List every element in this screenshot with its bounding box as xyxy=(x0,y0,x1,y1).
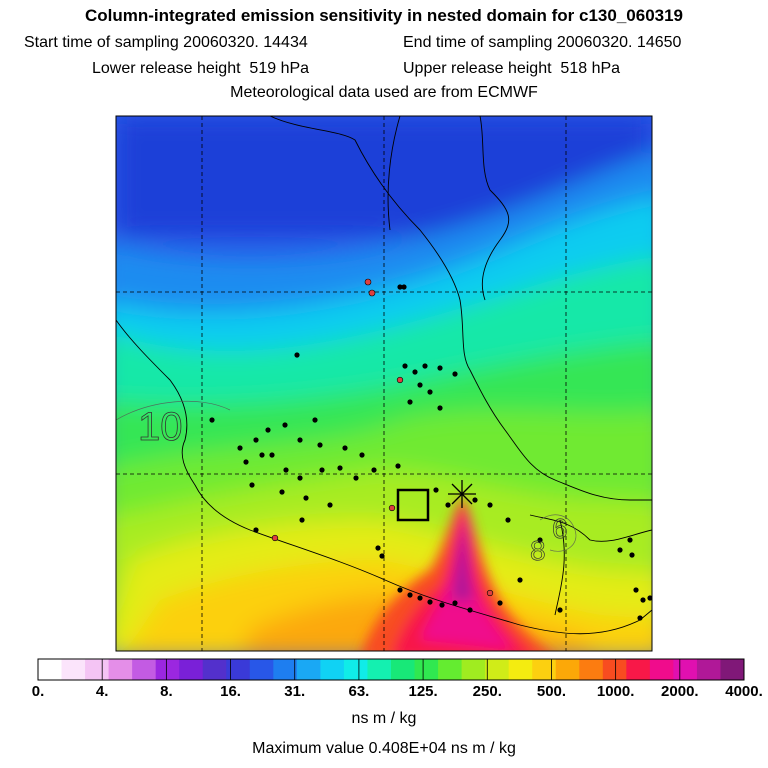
colorbar-swatch xyxy=(202,659,227,680)
lower-release-height-label: Lower release height 519 hPa xyxy=(92,60,310,77)
colorbar-tick-label: 250. xyxy=(472,683,502,700)
colorbar-swatch xyxy=(320,659,345,680)
colorbar-swatch xyxy=(532,659,557,680)
field-layer: 10 8 6 xyxy=(116,116,652,651)
colorbar-swatch xyxy=(273,659,298,680)
colorbar-swatch xyxy=(367,659,392,680)
map-frame xyxy=(115,115,653,652)
contour-label-10: 10 xyxy=(138,405,183,449)
colorbar-tick-label: 4000. xyxy=(725,683,763,700)
contour-label-6: 6 xyxy=(552,513,568,544)
colorbar-swatch xyxy=(414,659,439,680)
release-point-marker xyxy=(448,480,476,508)
colorbar-tick-label: 125. xyxy=(408,683,438,700)
colorbar-swatch xyxy=(179,659,204,680)
start-time-label: Start time of sampling 20060320. 14434 xyxy=(24,34,308,51)
colorbar-swatch xyxy=(626,659,651,680)
colorbar-swatch xyxy=(249,659,274,680)
colorbar-swatch xyxy=(696,659,721,680)
colorbar-swatch xyxy=(438,659,463,680)
sampling-points xyxy=(209,284,652,621)
colorbar-swatch xyxy=(343,659,368,680)
colorbar-swatch xyxy=(85,659,110,680)
release-box xyxy=(396,488,430,522)
colorbar-tick-label: 31. xyxy=(284,683,306,700)
colorbar-swatch xyxy=(555,659,580,680)
end-time-label: End time of sampling 20060320. 14650 xyxy=(403,34,682,51)
colorbar-tick-label: 8. xyxy=(160,683,173,700)
colorbar-swatch xyxy=(461,659,486,680)
colorbar-tick-label: 4. xyxy=(95,683,109,700)
maximum-value-label: Maximum value 0.408E+04 ns m / kg xyxy=(252,740,516,757)
colorbar-swatch xyxy=(155,659,180,680)
colorbar-swatch xyxy=(602,659,627,680)
colorbar-swatch xyxy=(132,659,157,680)
colorbar-tick-label: 63. xyxy=(348,683,370,700)
colorbar-tick-label: 0. xyxy=(31,683,45,700)
coastlines-borders xyxy=(116,116,652,635)
upper-release-height-label: Upper release height 518 hPa xyxy=(403,60,621,77)
colorbar-swatch xyxy=(296,659,321,680)
plot-title: Column-integrated emission sensitivity i… xyxy=(84,6,684,25)
colorbar-units: ns m / kg xyxy=(351,710,417,727)
colorbar-swatch xyxy=(508,659,533,680)
colorbar-swatch xyxy=(485,659,510,680)
colorbar-frame xyxy=(37,658,745,681)
colorbar-swatch xyxy=(38,659,63,680)
highlighted-points xyxy=(271,278,494,597)
colorbar-swatch xyxy=(391,659,416,680)
colorbar-tick-label: 1000. xyxy=(596,683,635,700)
grid-lines xyxy=(116,116,652,651)
met-data-label: Meteorological data used are from ECMWF xyxy=(230,84,538,101)
colorbar-swatch xyxy=(673,659,698,680)
colorbar-swatch xyxy=(720,659,745,680)
colorbar-swatch xyxy=(649,659,674,680)
colorbar-swatch xyxy=(579,659,604,680)
colorbar-swatch xyxy=(226,659,251,680)
colorbar-swatch xyxy=(61,659,86,680)
colorbar-swatch xyxy=(108,659,133,680)
colorbar-tick-label: 2000. xyxy=(661,683,699,700)
colorbar-tick-label: 500. xyxy=(536,683,567,700)
colorbar xyxy=(37,658,745,681)
contour-lines xyxy=(116,400,577,552)
contour-label-8: 8 xyxy=(530,535,546,566)
colorbar-tick-label: 16. xyxy=(220,683,241,700)
